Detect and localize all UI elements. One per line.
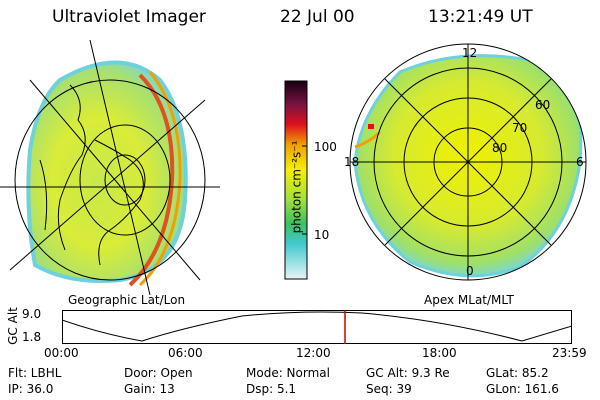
apex-polar-plot (349, 43, 587, 281)
glat-info: GLat: 85.2 (486, 366, 549, 380)
date-label: 22 Jul 00 (280, 7, 355, 27)
xtick-1200: 12:00 (296, 346, 331, 360)
polar-grid (349, 43, 587, 281)
mlat-label-70: 70 (512, 121, 528, 135)
mlt-label-0: 0 (466, 264, 474, 278)
auroral-emission-region (26, 60, 188, 283)
mlat-label-80: 80 (492, 141, 508, 155)
filter-info: Flt: LBHL (8, 366, 62, 380)
apex-caption: Apex MLat/MLT (424, 293, 514, 307)
bright-spot (368, 124, 374, 129)
dsp-info: Dsp: 5.1 (246, 382, 297, 396)
seq-info: Seq: 39 (366, 382, 412, 396)
time-label: 13:21:49 UT (428, 7, 533, 27)
auroral-oval-arc (128, 73, 175, 287)
altitude-ylabel: GC Alt (5, 307, 20, 345)
geographic-auroral-image (0, 40, 220, 295)
ip-info: IP: 36.0 (8, 382, 54, 396)
mlt-label-12: 12 (462, 46, 478, 60)
geographic-caption: Geographic Lat/Lon (68, 293, 186, 307)
door-info: Door: Open (124, 366, 193, 380)
gc-alt-info: GC Alt: 9.3 Re (366, 366, 450, 380)
xtick-2359: 23:59 (552, 346, 587, 360)
glon-info: GLon: 161.6 (486, 382, 559, 396)
instrument-title: Ultraviolet Imager (52, 7, 206, 27)
mode-info: Mode: Normal (246, 366, 330, 380)
colorbar-tick-100: 100 (314, 140, 337, 154)
gain-info: Gain: 13 (124, 382, 175, 396)
colorbar-label: photon cm⁻²s⁻¹ (289, 140, 304, 234)
altitude-ymax: 9.0 (22, 307, 42, 321)
mlat-label-60: 60 (535, 98, 551, 112)
xtick-0000: 00:00 (44, 346, 79, 360)
lat-lon-grid (0, 40, 220, 295)
altitude-ymin: 1.8 (22, 330, 42, 344)
altitude-orbit-plot (62, 310, 572, 344)
colorbar (284, 80, 308, 280)
colorbar-tick-10: 10 (314, 228, 330, 242)
mlt-label-18: 18 (344, 155, 360, 169)
xtick-0600: 06:00 (168, 346, 203, 360)
xtick-1800: 18:00 (422, 346, 457, 360)
altitude-curve (62, 311, 572, 342)
mlt-label-6: 6 (576, 155, 584, 169)
coastlines (39, 84, 144, 266)
